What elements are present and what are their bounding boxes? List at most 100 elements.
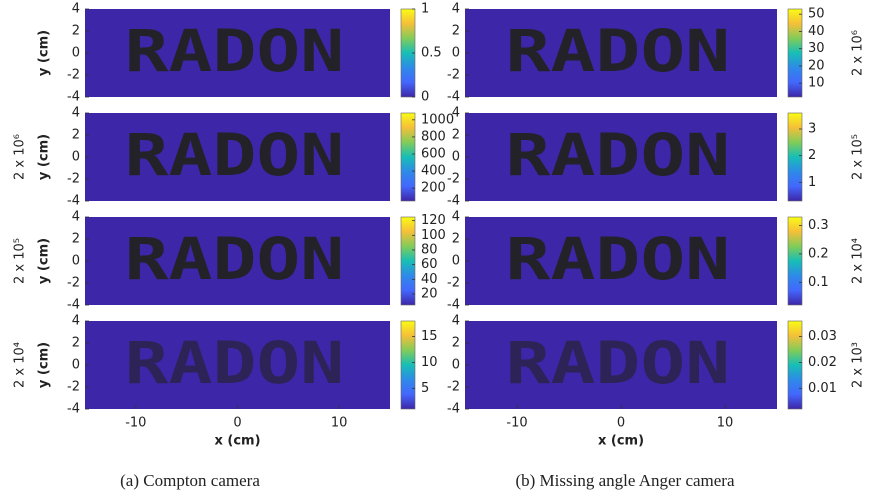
colorbar-tick-label: 3: [808, 122, 816, 137]
y-tick-label: 0: [452, 358, 460, 373]
y-tick-label: -2: [447, 380, 460, 395]
colorbar-tick-label: 1: [421, 2, 429, 17]
y-tick-label: -2: [447, 68, 460, 83]
x-tick-label: -10: [506, 416, 527, 431]
y-tick-label: -2: [447, 172, 460, 187]
phantom-image: RADON: [125, 121, 345, 189]
colorbar-tick-label: 0.1: [808, 275, 829, 290]
colorbar-tick-label: 0.03: [808, 329, 837, 344]
count-label: 2 x 10⁶: [851, 30, 866, 76]
y-tick-label: 2: [452, 336, 460, 351]
phantom-image: RADON: [506, 121, 731, 189]
x-tick-label: 0: [233, 416, 241, 431]
colorbar-tick-label: 60: [421, 257, 438, 272]
y-tick-label: -2: [67, 68, 80, 83]
x-tick-label: 0: [617, 416, 625, 431]
y-axis-label: y (cm): [37, 238, 52, 284]
colorbar: [787, 216, 803, 306]
y-tick-label: 2: [72, 24, 80, 39]
y-tick-label: -4: [447, 90, 460, 105]
count-label: 2 x 10⁵: [13, 238, 28, 284]
phantom-image: RADON: [506, 17, 731, 85]
y-tick-label: 0: [72, 358, 80, 373]
y-tick-label: -4: [447, 402, 460, 417]
colorbar-tick-label: 40: [421, 272, 438, 287]
colorbar-tick-label: 0: [421, 90, 429, 105]
colorbar-tick-label: 40: [808, 24, 825, 39]
colorbar-tick-label: 120: [421, 213, 446, 228]
count-label: 2 x 10⁶: [13, 134, 28, 180]
y-tick-label: 0: [452, 254, 460, 269]
y-tick-label: -2: [67, 276, 80, 291]
colorbar-tick-label: 80: [421, 243, 438, 258]
y-tick-label: -4: [67, 194, 80, 209]
phantom-image: RADON: [506, 329, 731, 397]
y-axis-label: y (cm): [37, 30, 52, 76]
colorbar-tick-label: 0.02: [808, 355, 837, 370]
colorbar-tick-label: 1000: [421, 112, 454, 127]
colorbar: [787, 8, 803, 98]
y-tick-label: 2: [452, 128, 460, 143]
y-tick-label: -4: [447, 298, 460, 313]
phantom-image: RADON: [125, 225, 345, 293]
y-tick-label: 4: [72, 106, 80, 121]
colorbar-tick-label: 15: [421, 329, 438, 344]
heatmap-background: [85, 321, 390, 409]
y-tick-label: -4: [67, 298, 80, 313]
y-tick-label: -4: [67, 90, 80, 105]
y-tick-label: 4: [452, 106, 460, 121]
colorbar: [400, 112, 416, 202]
y-tick-label: 0: [452, 46, 460, 61]
y-tick-label: -4: [67, 402, 80, 417]
colorbar-tick-label: 0.2: [808, 246, 829, 261]
colorbar-tick-label: 5: [421, 381, 429, 396]
y-axis-label: y (cm): [37, 342, 52, 388]
colorbar-tick-label: 30: [808, 41, 825, 56]
heatmap-background: [85, 9, 390, 97]
y-tick-label: 2: [452, 24, 460, 39]
heatmap-background: [85, 217, 390, 305]
phantom-image: RADON: [125, 329, 345, 397]
count-label: 2 x 10⁴: [851, 238, 866, 284]
colorbar-tick-label: 2: [808, 148, 816, 163]
colorbar-tick-label: 800: [421, 129, 446, 144]
y-tick-label: 0: [452, 150, 460, 165]
y-tick-label: 4: [72, 2, 80, 17]
colorbar-tick-label: 0.3: [808, 218, 829, 233]
colorbar-tick-label: 600: [421, 147, 446, 162]
y-tick-label: 4: [452, 2, 460, 17]
phantom-image: RADON: [506, 225, 731, 293]
colorbar-tick-label: 50: [808, 7, 825, 22]
y-tick-label: 0: [72, 150, 80, 165]
colorbar-tick-label: 10: [421, 355, 438, 370]
heatmap-background: [465, 217, 777, 305]
y-tick-label: 0: [72, 254, 80, 269]
colorbar: [400, 320, 416, 410]
y-tick-label: -4: [447, 194, 460, 209]
heatmap-background: [465, 321, 777, 409]
colorbar-tick-label: 1: [808, 175, 816, 190]
count-label: 2 x 10⁴: [13, 342, 28, 388]
y-tick-label: 4: [72, 210, 80, 225]
colorbar-tick-label: 10: [808, 76, 825, 91]
colorbar: [400, 216, 416, 306]
y-tick-label: 4: [452, 210, 460, 225]
colorbar-tick-label: 0.01: [808, 381, 837, 396]
count-label: 2 x 10⁵: [851, 134, 866, 180]
colorbar: [787, 112, 803, 202]
count-label: 2 x 10³: [851, 342, 866, 388]
colorbar-tick-label: 200: [421, 181, 446, 196]
y-tick-label: 4: [452, 314, 460, 329]
colorbar-tick-label: 100: [421, 228, 446, 243]
x-tick-label: 10: [331, 416, 348, 431]
phantom-image: RADON: [125, 17, 345, 85]
colorbar-tick-label: 20: [421, 287, 438, 302]
x-tick-label: 10: [717, 416, 734, 431]
y-tick-label: 4: [72, 314, 80, 329]
heatmap-background: [465, 113, 777, 201]
x-axis-label: x (cm): [598, 434, 644, 449]
x-axis-label: x (cm): [214, 434, 260, 449]
colorbar-tick-label: 0.5: [421, 46, 442, 61]
caption: (b) Missing angle Anger camera: [515, 471, 734, 490]
y-tick-label: -2: [67, 172, 80, 187]
